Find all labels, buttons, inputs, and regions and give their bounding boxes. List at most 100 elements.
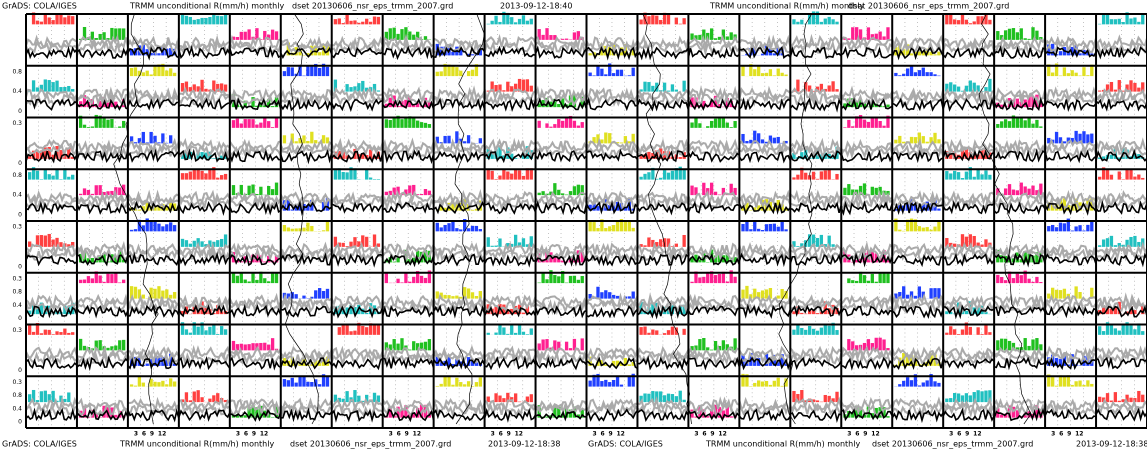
bar-decor	[424, 36, 427, 40]
bar-decor	[240, 185, 243, 195]
bar-decor	[283, 135, 286, 143]
x-tick-label: 6	[601, 431, 605, 438]
bar-decor	[471, 226, 474, 232]
bar-decor	[714, 119, 717, 128]
bar-decor	[718, 274, 721, 283]
bar-decor	[804, 173, 807, 180]
bar-decor	[784, 229, 787, 231]
bar-decor	[1098, 91, 1101, 92]
bar-decor	[1114, 90, 1117, 92]
line-decor	[587, 307, 638, 317]
x-tick-label: 6	[957, 431, 961, 438]
bar-decor	[835, 330, 838, 335]
bar-decor	[185, 16, 188, 25]
bar-decor	[765, 224, 768, 231]
bar-decor	[882, 273, 885, 283]
bar-decor	[902, 286, 905, 298]
bar-decor	[1004, 188, 1007, 195]
bar-decor	[914, 296, 917, 299]
bar-decor	[1047, 294, 1050, 299]
bar-decor	[110, 274, 113, 283]
bar-decor	[506, 82, 509, 92]
bar-decor	[263, 278, 266, 283]
bar-decor	[667, 15, 670, 24]
bar-decor	[577, 280, 580, 283]
bar-decor	[741, 224, 744, 231]
bar-decor	[302, 135, 305, 143]
bar-decor	[428, 339, 431, 350]
bar-decor	[957, 334, 960, 335]
bar-decor	[83, 346, 86, 351]
bar-decor	[271, 127, 274, 128]
bar-decor	[1063, 377, 1066, 387]
bar-decor	[189, 244, 192, 247]
y-tick-label: 0	[18, 108, 22, 115]
bar-decor	[83, 279, 86, 283]
bar-decor	[1024, 338, 1027, 350]
bar-decor	[1012, 278, 1015, 283]
bar-decor	[714, 341, 717, 350]
bar-decor	[581, 338, 584, 350]
bar-decor	[67, 392, 70, 402]
bar-decor	[185, 329, 188, 334]
bar-decor	[244, 280, 247, 284]
bar-decor	[1059, 290, 1062, 299]
bar-decor	[1078, 76, 1081, 77]
bar-decor	[361, 22, 364, 25]
bar-decor	[326, 221, 329, 231]
bar-decor	[455, 67, 458, 76]
bar-decor	[181, 173, 184, 179]
bar-decor	[933, 381, 936, 386]
bar-decor	[1082, 385, 1085, 387]
bar-decor	[545, 279, 548, 283]
bar-decor	[44, 15, 47, 24]
bar-decor	[1051, 73, 1054, 77]
bar-decor	[969, 23, 972, 24]
bar-decor	[118, 28, 121, 40]
bar-decor	[898, 136, 901, 143]
bar-decor	[275, 183, 278, 196]
bar-decor	[526, 334, 529, 335]
bar-decor	[385, 119, 388, 128]
bar-decor	[185, 240, 188, 247]
bar-decor	[510, 174, 513, 180]
bar-decor	[957, 20, 960, 24]
bar-decor	[389, 98, 392, 107]
bar-decor	[193, 392, 196, 403]
bar-decor	[1106, 238, 1109, 247]
bar-decor	[824, 19, 827, 25]
bar-decor	[773, 138, 776, 144]
bar-decor	[118, 188, 121, 196]
bar-decor	[953, 84, 956, 91]
bar-decor	[1020, 275, 1023, 283]
bar-decor	[675, 90, 678, 92]
bar-decor	[216, 178, 219, 180]
bar-decor	[589, 53, 592, 55]
bar-decor	[494, 333, 497, 335]
bar-decor	[769, 224, 772, 231]
x-tick-label: 12	[413, 431, 421, 438]
bar-decor	[1137, 88, 1140, 92]
bar-decor	[479, 377, 482, 386]
bar-decor	[440, 384, 443, 387]
bar-decor	[189, 400, 192, 402]
bar-decor	[910, 53, 913, 55]
bar-decor	[926, 227, 929, 231]
bar-decor	[973, 236, 976, 247]
bar-decor	[777, 69, 780, 77]
bar-decor	[702, 338, 705, 350]
bar-decor	[878, 338, 881, 351]
bar-decor	[918, 70, 921, 76]
bar-decor	[404, 117, 407, 128]
bar-decor	[310, 382, 313, 387]
bar-decor	[1071, 70, 1074, 76]
bar-decor	[318, 52, 321, 55]
bar-decor	[1114, 19, 1117, 24]
bar-decor	[71, 332, 74, 335]
bar-decor	[561, 121, 564, 128]
bar-decor	[240, 123, 243, 127]
bar-decor	[1110, 19, 1113, 24]
bar-decor	[671, 84, 674, 91]
bar-decor	[244, 119, 247, 128]
bar-decor	[702, 183, 705, 195]
